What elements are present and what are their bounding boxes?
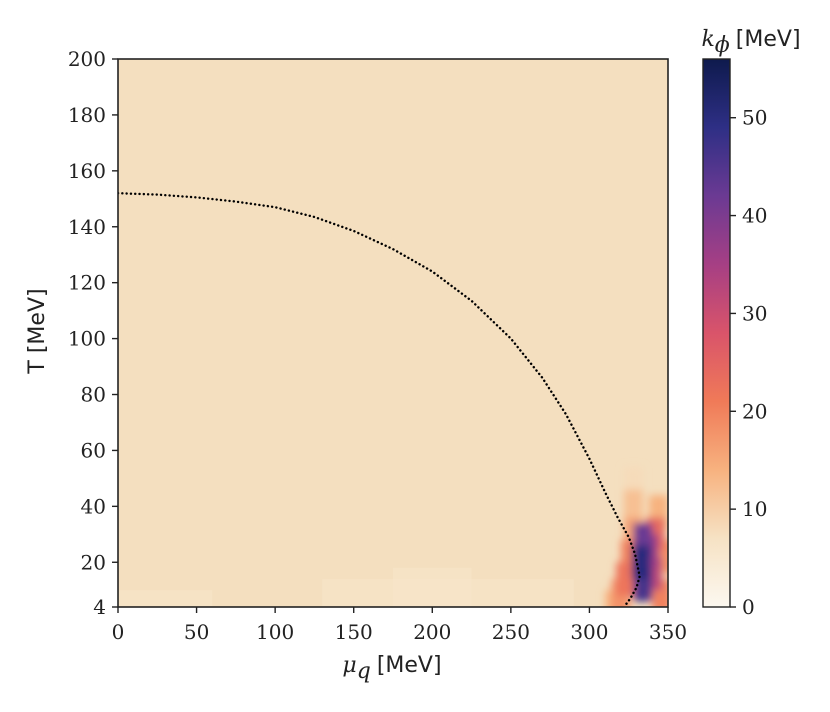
y-axis-title: T [MeV]: [25, 288, 50, 374]
y-tick-label: 60: [81, 438, 106, 462]
colorbar-tick-label: 50: [742, 106, 767, 130]
heatmap-background: [118, 59, 668, 607]
x-axis-title: μq [MeV]: [342, 653, 441, 684]
colorbar-tick-label: 30: [742, 301, 767, 325]
x-tick-label: 300: [570, 620, 608, 644]
colorbar-gradient: [702, 58, 731, 608]
x-tick-label: 100: [256, 620, 294, 644]
x-tick-label: 150: [335, 620, 373, 644]
colorbar: 0 10 20 30 40 50: [702, 58, 767, 619]
colorbar-tick-label: 40: [742, 204, 767, 228]
y-tick-label: 4: [93, 595, 106, 619]
y-tick-label: 120: [68, 271, 106, 295]
x-axis-unit: [MeV]: [377, 653, 442, 678]
colorbar-subscript: ϕ: [715, 33, 730, 58]
colorbar-tick-label: 10: [742, 497, 767, 521]
heatmap-cell: [631, 545, 651, 580]
phase-boundary-line: [118, 192, 641, 607]
x-axis-symbol: μ: [342, 653, 356, 678]
y-tick-label: 180: [68, 103, 106, 127]
colorbar-tick-label: 0: [742, 595, 755, 619]
plot-area: [118, 59, 668, 607]
colorbar-symbol: k: [701, 27, 714, 52]
x-tick-label: 50: [184, 620, 209, 644]
colorbar-tick-label: 20: [742, 399, 767, 423]
y-tick-label: 80: [81, 383, 106, 407]
y-tick-label: 40: [81, 494, 106, 518]
x-tick-label: 250: [492, 620, 530, 644]
colorbar-title: kϕ [MeV]: [701, 27, 800, 58]
y-tick-label: 140: [68, 215, 106, 239]
x-axis-subscript: q: [357, 659, 371, 684]
plot-frame: [117, 58, 669, 608]
x-tick-label: 0: [112, 620, 125, 644]
x-tick-label: 350: [649, 620, 687, 644]
y-tick-label: 20: [81, 550, 106, 574]
heatmap-cell: [616, 562, 635, 596]
axes: 0 50 100 150 200 250 300 350 4 20 40 60 80 100 120 140 1…: [68, 47, 687, 644]
low-t-band: [118, 590, 213, 607]
x-tick-label: 200: [413, 620, 451, 644]
y-tick-label: 200: [68, 47, 106, 71]
colorbar-unit: [MeV]: [736, 27, 801, 52]
y-tick-label: 160: [68, 159, 106, 183]
heatmap-cell: [624, 489, 643, 524]
y-tick-label: 100: [68, 327, 106, 351]
low-t-band: [393, 567, 472, 607]
